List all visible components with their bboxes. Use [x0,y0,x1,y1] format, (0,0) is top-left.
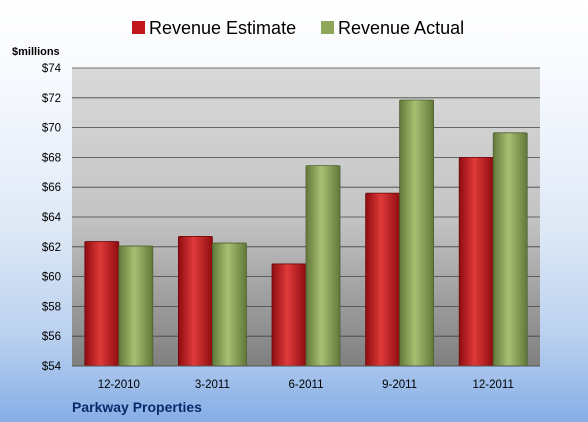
x-category-label: 3-2011 [195,379,230,391]
x-category-label: 12-2010 [98,379,140,391]
bar-actual [118,245,154,367]
legend-label-estimate: Revenue Estimate [149,18,296,38]
y-tick-label: $72 [42,93,61,105]
bar-actual [399,99,435,367]
y-tick-label: $66 [42,182,61,194]
bar-estimate [84,241,120,367]
bar-estimate [271,263,307,367]
y-unit-label: $millions [12,46,60,58]
bar-actual [211,242,247,367]
legend-swatch-estimate [132,21,145,34]
x-category-label: 12-2011 [473,379,514,391]
bar-estimate [458,156,494,367]
y-tick-label: $60 [42,272,61,284]
bar-actual [492,132,528,367]
bar-estimate [365,192,401,367]
legend-swatch-actual [321,21,334,34]
y-tick-label: $62 [42,242,61,254]
y-tick-label: $74 [42,63,62,75]
legend-label-actual: Revenue Actual [338,18,464,38]
y-tick-labels: $54 $56 $58 $60 $62 $64 $66 $68 $70 $72 $74 [42,63,62,373]
x-category-labels: 12-2010 3-2011 6-2011 9-2011 12-2011 [98,379,514,391]
footer-title: Parkway Properties [72,399,202,415]
y-tick-label: $56 [42,331,61,343]
y-tick-label: $58 [42,301,61,313]
x-category-label: 9-2011 [382,379,417,391]
y-tick-label: $68 [42,152,61,164]
y-tick-label: $54 [42,361,62,373]
legend: Revenue Estimate Revenue Actual [132,18,464,38]
y-tick-label: $70 [42,123,61,135]
x-category-label: 6-2011 [289,379,324,391]
bar-actual [305,165,341,367]
y-tick-label: $64 [42,212,62,224]
bar-estimate [177,235,213,367]
